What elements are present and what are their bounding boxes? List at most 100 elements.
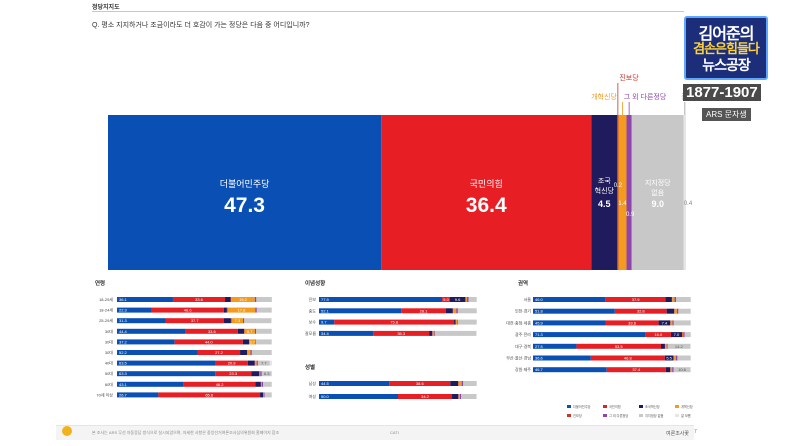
breakdown-bar-segment <box>271 318 272 324</box>
breakdown-bar-segment <box>263 381 272 387</box>
breakdown-bar-segment <box>237 328 245 334</box>
breakdown-bar-segment <box>465 297 466 302</box>
breakdown-bar-label: 45.9 <box>535 320 544 325</box>
breakdown-bar-segment <box>683 332 685 338</box>
breakdown-bar-segment <box>185 328 238 334</box>
callout-label-progressive: 진보당 <box>619 73 639 82</box>
breakdown-bar-label: 43.1 <box>119 382 128 387</box>
breakdown-bar-segment <box>533 320 606 326</box>
breakdown-row-label: 25-29세 <box>99 317 113 323</box>
breakdown-bar-segment <box>442 297 450 302</box>
breakdown-bar-segment <box>665 367 671 373</box>
breakdown-bar-segment <box>533 355 591 361</box>
breakdown-bar-segment <box>165 318 224 324</box>
breakdown-bar-segment <box>677 355 691 361</box>
survey-question: Q. 평소 지지하거나 조금이라도 더 호감이 가는 정당은 다음 중 어디입니… <box>92 22 310 29</box>
breakdown-bar-segment <box>670 367 673 373</box>
breakdown-bar-segment <box>432 330 435 336</box>
breakdown-bar-segment <box>605 297 666 302</box>
breakdown-row-label: 잘모름 <box>305 330 316 336</box>
sun-logo-icon <box>62 426 72 436</box>
breakdown-row-label: 30대 <box>105 349 113 355</box>
breakdown-bar-segment <box>251 350 272 355</box>
logo-text-top: 김어준의 <box>698 26 755 43</box>
breakdown-bar-segment <box>256 328 272 334</box>
breakdown-bar-segment <box>457 308 477 314</box>
breakdown-bar-segment <box>251 371 260 377</box>
breakdown-bar-segment <box>670 332 682 338</box>
breakdown-bar-segment <box>435 330 477 336</box>
breakdown-bar-segment <box>263 392 265 398</box>
breakdown-bar-label: 37.4 <box>632 367 641 372</box>
breakdown-bar-label: 63.3 <box>119 371 128 376</box>
breakdown-row-label: 50대 <box>105 370 113 376</box>
breakdown-bar-label: 46.8 <box>624 356 633 361</box>
breakdown-title: 이념성향 <box>305 279 325 287</box>
breakdown-bar-label: 44.5 <box>321 381 330 386</box>
main-label-value-ppp: 36.4 <box>466 194 507 217</box>
breakdown-bar-label: 34.2 <box>421 394 430 399</box>
breakdown-bar-label: 75.8 <box>390 320 399 325</box>
breakdown-bar-segment <box>645 332 671 338</box>
main-bar-segment-reform <box>618 115 627 272</box>
breakdown-bar-label: 7.0 <box>674 332 680 337</box>
breakdown-bar-segment <box>197 350 241 355</box>
breakdown-bar-segment <box>117 360 216 366</box>
breakdown-bar-label: 44.0 <box>205 339 214 344</box>
breakdown-row-label: 30대 <box>105 338 113 344</box>
breakdown-bar-label: 36.6 <box>535 356 544 361</box>
legend-swatch <box>675 414 679 417</box>
page-number: 7 <box>694 429 697 435</box>
breakdown-bar-label: 50.0 <box>321 394 330 399</box>
breakdown-bar-segment <box>673 320 691 326</box>
breakdown-bar-label: 52.2 <box>119 350 128 355</box>
breakdown-bar-label: 77.9 <box>321 297 330 302</box>
breakdown-bar-label: 51.8 <box>535 309 544 314</box>
footer-source: CATI <box>390 430 399 435</box>
breakdown-bar-label: 22.3 <box>119 308 128 313</box>
breakdown-bar-segment <box>223 318 231 324</box>
breakdown-bar-segment <box>673 367 691 373</box>
breakdown-bar-label: 5.0 <box>443 297 449 302</box>
breakdown-bar-segment <box>260 392 264 398</box>
main-label-value-dk: 0.4 <box>684 201 693 207</box>
breakdown-bar-segment <box>576 343 661 349</box>
main-bar-segment-none <box>631 115 684 272</box>
breakdown-bar-segment <box>269 360 272 366</box>
breakdown-bar-label: 17.8 <box>238 308 247 313</box>
breakdown-bar-segment <box>533 332 646 338</box>
breakdown-bar-segment <box>260 371 262 377</box>
breakdown-bar-segment <box>255 381 261 387</box>
breakdown-bar-segment <box>533 297 606 302</box>
breakdown-bar-segment <box>660 343 665 349</box>
breakdown-bar-label: 37.2 <box>119 339 128 344</box>
breakdown-bar-label: 9.6 <box>455 297 461 302</box>
breakdown-bar-label: 14.2 <box>675 344 684 349</box>
breakdown-bar-label: 46.2 <box>216 382 225 387</box>
breakdown-bar-segment <box>117 318 166 324</box>
breakdown-bar-segment <box>158 392 261 398</box>
breakdown-bar-segment <box>429 330 433 336</box>
legend-label: 더불어민주당 <box>573 404 591 409</box>
breakdown-bar-segment <box>674 297 676 302</box>
breakdown-bar-label: 46.6 <box>184 308 193 313</box>
breakdown-bar-label: 31.3 <box>119 318 128 323</box>
legend-label: 지지정당 없음 <box>645 413 664 418</box>
logo-text-middle: 겸손은힘들다 <box>693 41 760 56</box>
breakdown-bar-segment <box>461 381 464 386</box>
breakdown-bar-label: 65.6 <box>205 392 214 397</box>
main-bar-segment-other <box>626 115 632 272</box>
show-logo: 김어준의 겸손은힘들다 뉴스공장 <box>684 16 768 80</box>
phone-number-banner: 1877-1907 <box>683 84 761 101</box>
breakdown-bar-label: 27.2 <box>215 350 224 355</box>
breakdown-bar-label: 63.5 <box>119 361 128 366</box>
breakdown-bar-segment <box>255 360 257 366</box>
breakdown-bar-segment <box>678 308 691 314</box>
legend-label: 조국혁신당 <box>645 404 660 409</box>
breakdown-bar-segment <box>319 319 335 325</box>
breakdown-bar-segment <box>476 394 477 399</box>
main-bar-segment-dem <box>108 115 382 272</box>
breakdown-row-label: 18-24세 <box>99 307 113 313</box>
breakdown-bar-segment <box>459 394 462 399</box>
breakdown-title: 성별 <box>305 363 315 371</box>
